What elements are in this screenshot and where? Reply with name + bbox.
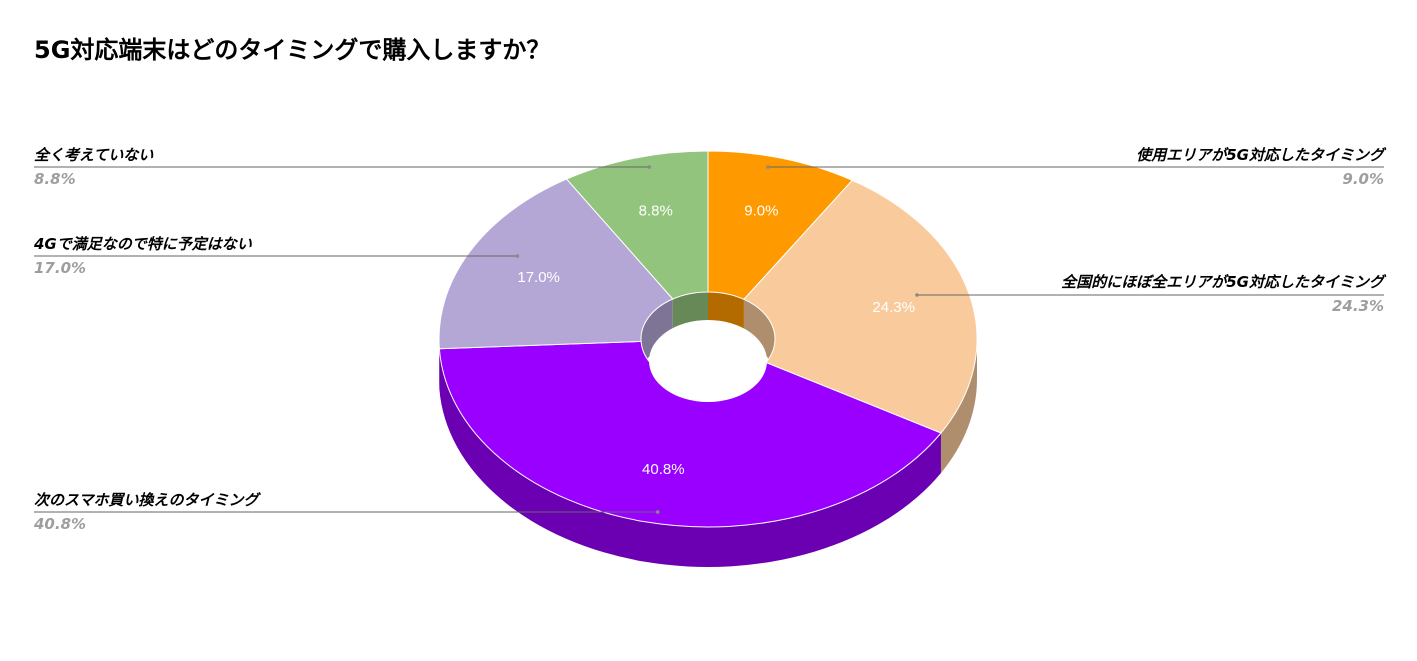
slice-3 [438, 178, 674, 350]
callout-dot-4 [647, 165, 652, 169]
donut-inner-walls [641, 292, 775, 379]
legend-label-not-considering: 全く考えていない [34, 146, 154, 164]
legend-label-local-area-5g: 使用エリアが5G対応したタイミング [1136, 146, 1384, 164]
slice-1 [743, 179, 978, 434]
callout-dot-0 [766, 165, 770, 169]
side-wall-1 [940, 339, 977, 473]
slice-label-1: 24.3% [872, 299, 915, 316]
slice-labels: 9.0% 24.3% 40.8% 17.0% 8.8% [517, 202, 915, 478]
slice-label-0: 9.0% [744, 203, 778, 220]
inner-wall-3-1 [641, 299, 673, 379]
legend-label-nationwide-5g: 全国的にほぼ全エリアが5G対応したタイミング [1061, 273, 1384, 291]
donut-top [438, 150, 978, 528]
legend-pct-satisfied-4g: 17.0% [34, 259, 87, 277]
callout-lines [34, 165, 1384, 514]
legend-pct-nationwide-5g: 24.3% [1331, 297, 1384, 315]
legend-pct-not-considering: 8.8% [34, 170, 76, 188]
donut-hole [649, 320, 767, 402]
inner-wall-1-0 [743, 299, 775, 379]
callout-dot-2 [655, 510, 660, 514]
slice-label-4: 8.8% [639, 202, 673, 219]
slice-label-3: 17.0% [517, 269, 560, 286]
slice-label-2: 40.8% [642, 461, 685, 478]
slice-0 [707, 150, 854, 300]
callout-dot-1 [915, 293, 919, 297]
callout-dot-3 [515, 254, 520, 258]
legend-pct-next-replacement: 40.8% [34, 515, 87, 533]
legend-label-satisfied-4g: 4Gで満足なので特に予定はない [34, 235, 252, 253]
chart-title: 5G対応端末はどのタイミングで購入しますか？ [34, 36, 551, 64]
legend-label-next-replacement: 次のスマホ買い換えのタイミング [34, 491, 259, 509]
legend-pct-local-area-5g: 9.0% [1342, 170, 1384, 188]
